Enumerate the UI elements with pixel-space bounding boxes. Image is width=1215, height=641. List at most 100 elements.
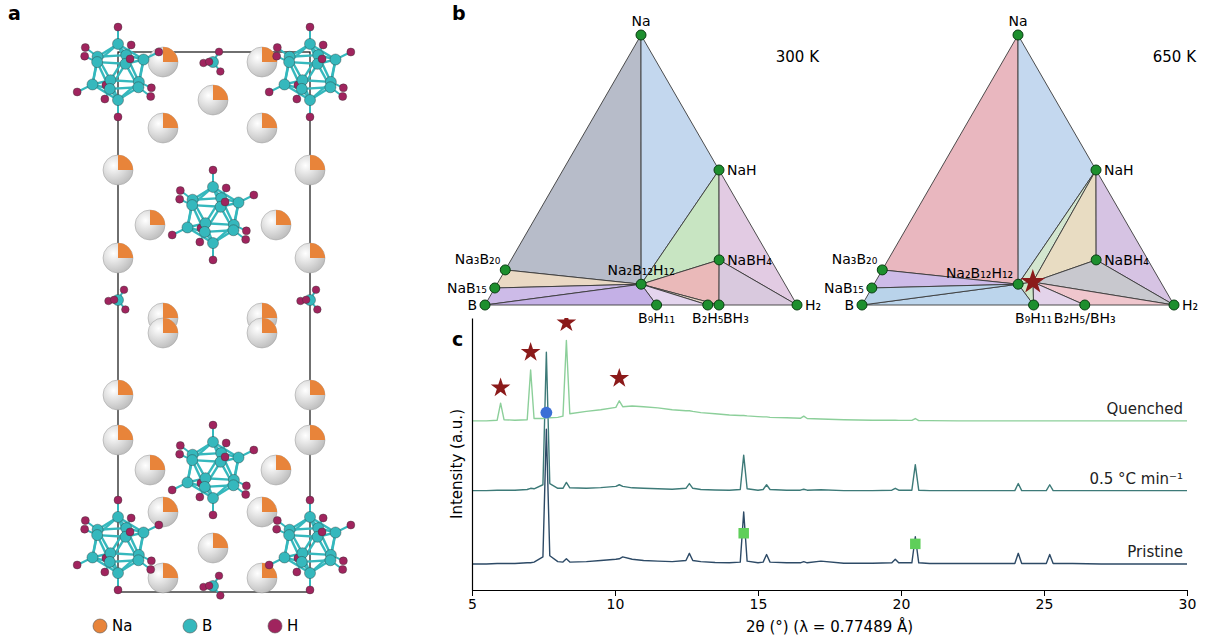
na-sphere — [295, 243, 325, 273]
h-atom — [110, 296, 118, 304]
na-wedge — [262, 497, 277, 512]
b-atom — [113, 95, 124, 106]
legend-swatch — [93, 619, 107, 633]
h-atom — [114, 586, 122, 594]
phase-label: B — [467, 297, 477, 313]
bh4-unit — [105, 286, 129, 313]
h-atom — [101, 95, 109, 103]
h-atom — [81, 52, 89, 60]
phase-label: B₂H₅ — [692, 310, 723, 326]
peak-marker — [491, 377, 511, 396]
h-atom — [155, 521, 163, 529]
phase-label: B — [844, 297, 854, 313]
b-atom — [305, 511, 316, 522]
na-sphere — [148, 113, 178, 143]
b-atom — [199, 481, 210, 492]
na-atom — [247, 318, 277, 348]
na-wedge — [310, 380, 325, 395]
b-atom — [284, 57, 295, 68]
phase-point — [1029, 300, 1039, 310]
b-atom — [305, 38, 316, 49]
x-tick-label: 25 — [1036, 596, 1054, 612]
x-tick: 20 — [893, 590, 911, 612]
na-sphere — [295, 380, 325, 410]
na-atom — [103, 243, 133, 273]
h-atom — [168, 486, 176, 494]
h-atom — [81, 44, 89, 52]
b-atom — [325, 82, 336, 93]
h-atom — [306, 23, 314, 31]
h-atom — [147, 565, 155, 573]
h-atom — [222, 184, 230, 192]
b-atom — [305, 95, 316, 106]
b-atom — [133, 82, 144, 93]
h-atom — [176, 195, 184, 203]
na-wedge — [310, 155, 325, 170]
b-atom — [92, 530, 103, 541]
b-atom — [113, 568, 124, 579]
y-axis-title: Intensity (a.u.) — [448, 409, 466, 519]
b-atom — [228, 225, 239, 236]
phase-region — [641, 35, 719, 284]
phase-point — [714, 255, 724, 265]
phase-region — [485, 284, 657, 305]
phase-diagram: NaBH₂NaHNaBH₄Na₂B₁₂H₁₂Na₃B₂₀NaB₁₅B₉H₁₁B₂… — [824, 13, 1198, 326]
legend-swatch — [183, 619, 197, 633]
series-label: Pristine — [1127, 543, 1183, 561]
h-atom — [147, 557, 155, 565]
b-atom — [233, 197, 244, 208]
na-wedge — [163, 113, 178, 128]
b-atom — [104, 83, 115, 94]
na-sphere — [135, 455, 165, 485]
phase-label: Na — [631, 13, 650, 29]
legend-label: Na — [112, 617, 132, 635]
b-atom — [187, 455, 198, 466]
na-sphere — [103, 155, 133, 185]
h-atom — [127, 41, 135, 49]
b-atom — [208, 181, 219, 192]
panel-label: b — [452, 2, 466, 24]
phase-point — [792, 300, 802, 310]
b-atom — [113, 38, 124, 49]
phase-region — [1033, 282, 1085, 305]
na-atom — [261, 455, 291, 485]
na-atom — [295, 243, 325, 273]
b-atom — [296, 556, 307, 567]
na-wedge — [150, 210, 165, 225]
na-atom — [247, 497, 277, 527]
h-atom — [217, 68, 225, 76]
h-atom — [114, 113, 122, 121]
phase-region — [882, 35, 1018, 284]
h-atom — [127, 514, 135, 522]
b-atom — [182, 477, 193, 488]
phase-point — [1091, 255, 1101, 265]
legend-label: B — [202, 617, 212, 635]
phase-diagram: NaBH₂NaHNaBH₄Na₂B₁₂H₁₂Na₃B₂₀NaB₁₅B₉H₁₁B₂… — [447, 13, 821, 326]
na-wedge — [262, 303, 277, 318]
na-atom — [103, 380, 133, 410]
h-atom — [293, 95, 301, 103]
phase-point — [480, 300, 490, 310]
na-wedge — [163, 303, 178, 318]
na-wedge — [276, 455, 291, 470]
na-atom — [148, 318, 178, 348]
h-atom — [273, 44, 281, 52]
h-atom — [242, 482, 250, 490]
x-tick: 5 — [468, 590, 477, 612]
h-atom — [306, 113, 314, 121]
diagram-title: 650 K — [1153, 48, 1197, 66]
h-atom — [265, 88, 273, 96]
h-atom — [209, 166, 217, 174]
na-atom — [148, 113, 178, 143]
h-atom — [339, 557, 347, 565]
x-tick: 30 — [1179, 590, 1197, 612]
na-atom — [247, 113, 277, 143]
phase-region — [1018, 35, 1096, 284]
legend-swatch — [268, 619, 282, 633]
na-wedge — [163, 47, 178, 62]
h-atom — [176, 450, 184, 458]
h-atom — [120, 286, 128, 294]
structure-panel: NaBH — [73, 23, 355, 635]
na-wedge — [163, 318, 178, 333]
na-atom — [103, 425, 133, 455]
